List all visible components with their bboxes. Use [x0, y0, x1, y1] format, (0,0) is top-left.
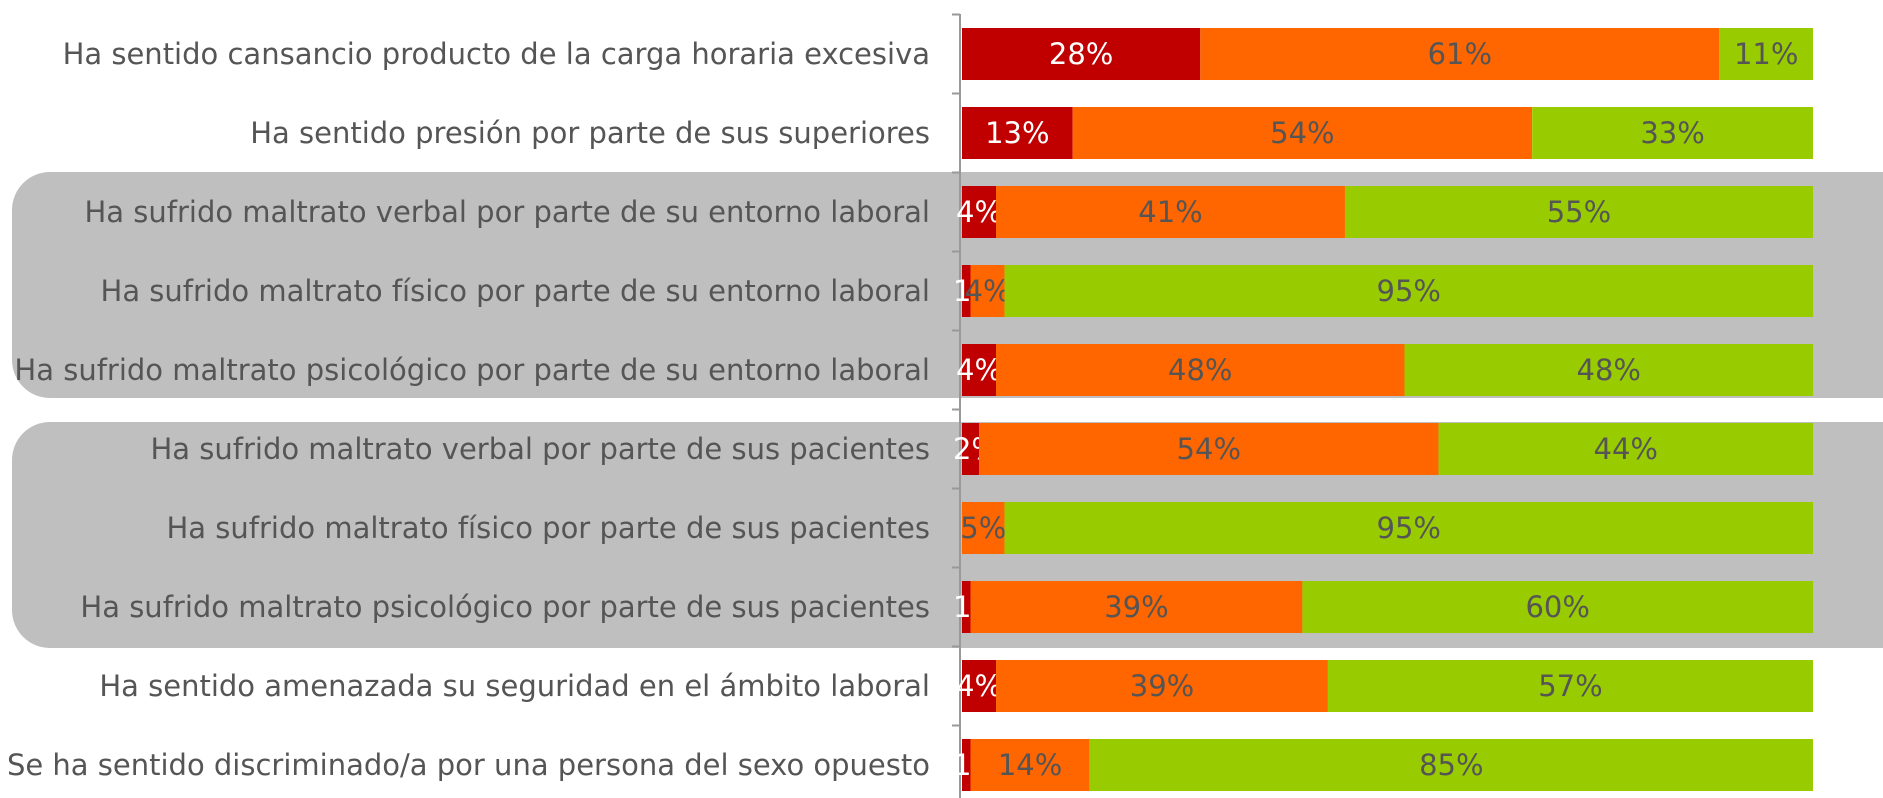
bar-segment [1344, 186, 1813, 238]
bar-segment [962, 660, 997, 712]
data-label: 28% [1049, 37, 1113, 71]
category-label: Ha sentido presión por parte de sus supe… [250, 116, 930, 150]
category-label: Ha sentido amenazada su seguridad en el … [99, 669, 930, 703]
category-label: Se ha sentido discriminado/a por una per… [6, 748, 930, 782]
category-label: Ha sufrido maltrato físico por parte de … [166, 511, 931, 545]
data-label: 95% [1377, 511, 1441, 545]
data-label: 4% [956, 669, 1002, 703]
bar-segment [962, 28, 1201, 80]
data-label: 55% [1547, 195, 1611, 229]
bar-segment [1404, 344, 1813, 396]
data-label: 33% [1640, 116, 1704, 150]
data-label: 5% [960, 511, 1006, 545]
data-label: 4% [965, 274, 1011, 308]
bar-segment [979, 423, 1439, 475]
bar-segment [962, 265, 971, 317]
data-label: 41% [1138, 195, 1202, 229]
category-label: Ha sufrido maltrato verbal por parte de … [150, 432, 930, 466]
data-label: 14% [998, 748, 1062, 782]
bar-segment [1089, 739, 1813, 791]
data-label: 4% [956, 353, 1002, 387]
data-label: 39% [1130, 669, 1194, 703]
data-label: 54% [1177, 432, 1241, 466]
bar-segment [1438, 423, 1813, 475]
data-label: 61% [1428, 37, 1492, 71]
bar-segment [962, 581, 971, 633]
bar-segment [1719, 28, 1813, 80]
data-label: 85% [1419, 748, 1483, 782]
bar-segment [1200, 28, 1720, 80]
bar-segment [970, 265, 1005, 317]
bar-segment [996, 660, 1328, 712]
data-label: 95% [1377, 274, 1441, 308]
bar-segment [1004, 265, 1813, 317]
bar-segment [962, 502, 1005, 554]
data-label: 44% [1594, 432, 1658, 466]
data-label: 60% [1525, 590, 1589, 624]
bar-segment [1302, 581, 1813, 633]
bar-segment [996, 344, 1405, 396]
data-label: 57% [1538, 669, 1602, 703]
data-label: 13% [985, 116, 1049, 150]
category-label: Ha sufrido maltrato psicológico por part… [80, 590, 930, 624]
bar-segment [962, 739, 971, 791]
bar-segment [962, 344, 997, 396]
bar-segment [970, 739, 1090, 791]
bar-segment [1004, 502, 1813, 554]
bar-segment [962, 186, 997, 238]
bar-segment [1327, 660, 1813, 712]
bar-segment [1532, 107, 1813, 159]
data-label: 48% [1577, 353, 1641, 387]
data-label: 11% [1734, 37, 1798, 71]
data-label: 48% [1168, 353, 1232, 387]
data-label: 54% [1270, 116, 1334, 150]
category-label: Ha sufrido maltrato físico por parte de … [100, 274, 930, 308]
data-label: 4% [956, 195, 1002, 229]
bar-segment [1072, 107, 1533, 159]
bar-segment [962, 107, 1073, 159]
category-label: Ha sufrido maltrato verbal por parte de … [84, 195, 930, 229]
bar-segment [970, 581, 1303, 633]
category-label: Ha sentido cansancio producto de la carg… [62, 37, 930, 71]
bar-segment [996, 186, 1345, 238]
bar-segment [962, 423, 980, 475]
data-label: 39% [1104, 590, 1168, 624]
category-label: Ha sufrido maltrato psicológico por part… [14, 353, 930, 387]
